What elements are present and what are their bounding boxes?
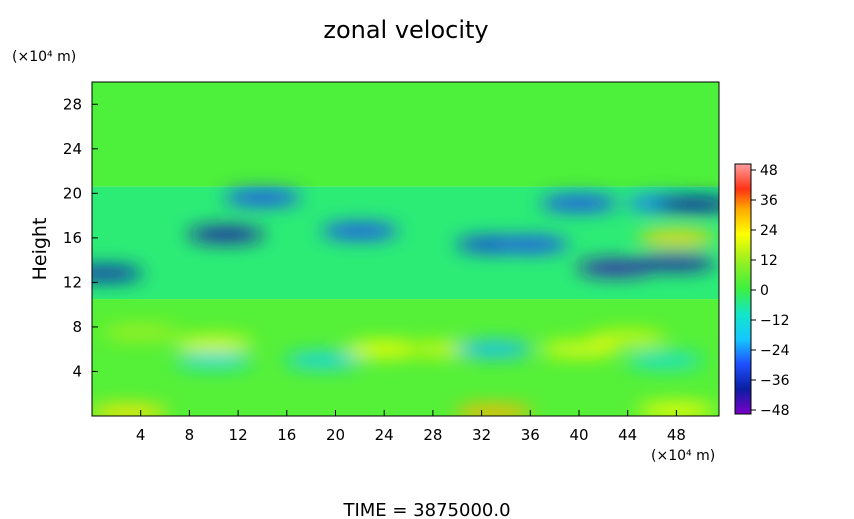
heatmap-feature-24: [625, 352, 704, 369]
y-unit-label: (×10⁴ m): [12, 49, 76, 65]
colorbar-tick-label-7: −36: [760, 373, 790, 389]
colorbar-tick-label-8: −48: [760, 403, 790, 419]
y-tick-label-2: 12: [63, 273, 82, 291]
colorbar-tick-label-2: 24: [760, 223, 778, 239]
x-tick-label-4: 20: [326, 426, 345, 444]
y-tick-label-4: 20: [63, 184, 82, 202]
colorbar-tick-label-0: 48: [760, 163, 778, 179]
y-axis-label: Height: [29, 218, 51, 281]
x-unit-label: (×10⁴ m): [651, 448, 715, 464]
x-tick-label-0: 4: [136, 426, 146, 444]
x-tick-label-8: 36: [521, 426, 540, 444]
colorbar-ticks: 48 36 24 12 0 −12 −24 −36 −48: [751, 163, 790, 419]
heatmap-feature-17: [588, 330, 667, 346]
heatmap-feature-20: [637, 402, 716, 416]
x-tick-label-3: 16: [277, 426, 296, 444]
heatmap-feature-19: [454, 404, 533, 416]
heatmap-feature-18: [92, 404, 168, 416]
colorbar-tick-label-3: 12: [760, 253, 778, 269]
x-tick-label-2: 12: [229, 426, 248, 444]
x-tick-label-7: 32: [472, 426, 491, 444]
heatmap-feature-1: [320, 223, 399, 239]
x-tick-label-11: 48: [667, 426, 686, 444]
heatmap-feature-23: [454, 341, 533, 357]
heatmap-feature-21: [174, 352, 253, 369]
colorbar: 48 36 24 12 0 −12 −24 −36 −48: [734, 163, 790, 419]
colorbar-tick-label-6: −24: [760, 343, 790, 359]
y-tick-label-0: 4: [72, 362, 82, 380]
heatmap-feature-10: [223, 189, 302, 206]
colorbar-tick-label-1: 36: [760, 193, 778, 209]
time-footer: TIME = 3875000.0: [342, 500, 510, 519]
y-tick-label-3: 16: [63, 229, 82, 247]
colorbar-tick-label-5: −12: [760, 313, 790, 329]
colorbar-gradient: [734, 163, 752, 415]
heatmap-feature-14: [345, 341, 424, 357]
heatmap-feature-13: [174, 335, 253, 352]
y-tick-label-5: 24: [63, 140, 82, 158]
x-tick-label-1: 8: [185, 426, 195, 444]
heatmap-features: [92, 189, 719, 416]
heatmap-feature-22: [284, 352, 363, 369]
y-tick-label-6: 28: [63, 95, 82, 113]
heatmap-feature-6: [655, 196, 719, 213]
x-tick-label-6: 28: [423, 426, 442, 444]
heatmap-feature-11: [637, 230, 716, 246]
heatmap-feature-16: [540, 341, 618, 357]
heatmap-feature-8: [637, 254, 716, 271]
heatmap-feature-3: [491, 236, 570, 253]
plot-area: [91, 81, 720, 417]
heatmap-feature-4: [540, 195, 618, 212]
y-tick-label-1: 8: [72, 318, 82, 336]
heatmap-feature-12: [101, 324, 180, 341]
heatmap-feature-9: [92, 265, 144, 282]
colorbar-tick-label-4: 0: [760, 283, 769, 299]
chart-title: zonal velocity: [323, 16, 488, 44]
heatmap-band-0: [92, 82, 719, 187]
y-axis-ticks: 4 8 12 16 20 24 28: [63, 95, 98, 380]
plot-frame: [91, 81, 720, 417]
heatmap-feature-7: [576, 260, 655, 276]
heatmap-field: [92, 82, 719, 416]
x-tick-label-9: 40: [569, 426, 588, 444]
heatmap-feature-0: [186, 226, 265, 243]
x-tick-label-10: 44: [618, 426, 637, 444]
x-tick-label-5: 24: [375, 426, 394, 444]
heatmap-band-1: [92, 186, 719, 300]
x-axis-ticks: 4 8 12 16 20 24 28 32 36 40 44 48: [136, 410, 686, 444]
